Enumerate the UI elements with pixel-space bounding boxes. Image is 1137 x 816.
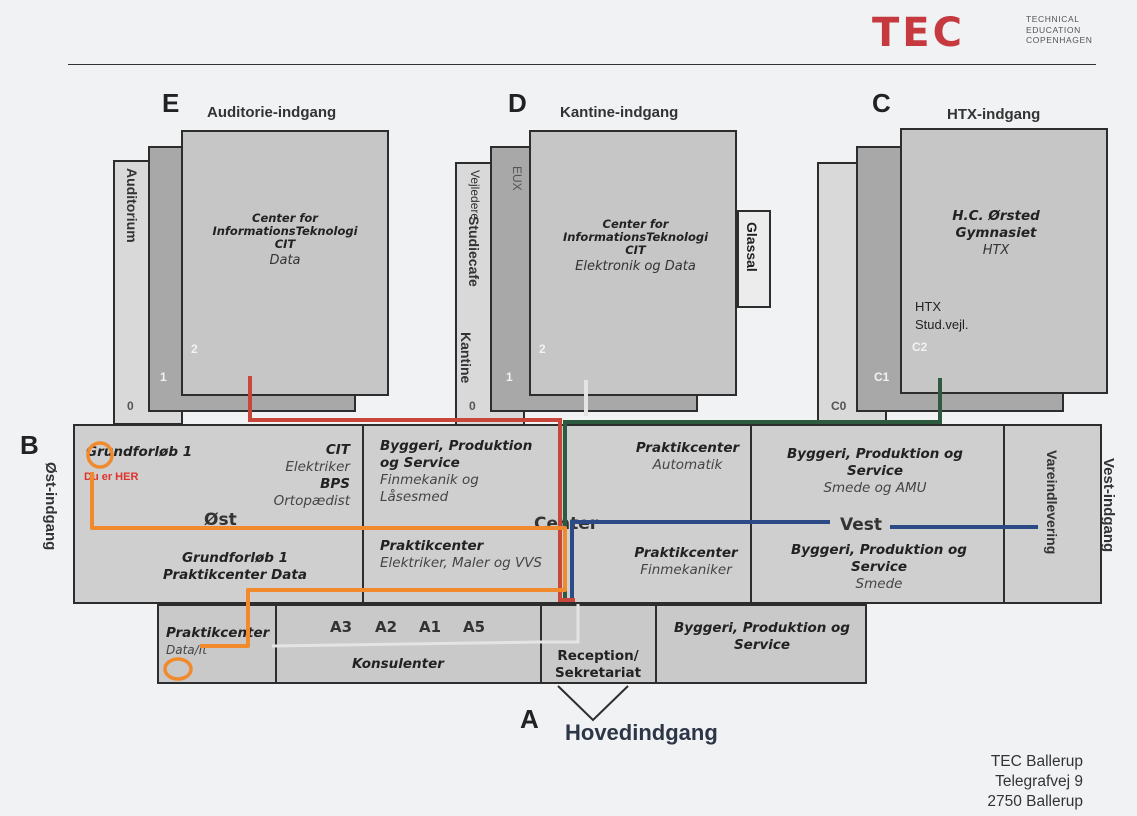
route-red [248, 376, 575, 602]
destination-marker [163, 657, 193, 681]
byggeri-east: Byggeri, Produktion og Service Smede og … [787, 446, 963, 496]
room-a5: A5 [463, 618, 486, 636]
grundforlob-data: Grundforløb 1 Praktikcenter Data [163, 550, 307, 583]
entrance-d-letter: D [508, 88, 527, 118]
entrance-b-label: Øst-indgang [42, 462, 59, 551]
entrance-e-label: Auditorie-indgang [207, 104, 337, 121]
tec-logo: TEC TECHNICAL EDUCATION COPENHAGEN [872, 8, 1102, 56]
building-e-floor-2: 2 Center for InformationsTeknologi CIT D… [181, 130, 389, 396]
header-divider [68, 64, 1096, 65]
room-a3: A3 [330, 618, 353, 636]
praktik-elektriker: Praktikcenter Elektriker, Maler og VVS [380, 538, 542, 571]
logo-mark: TEC [872, 10, 965, 56]
byggeri-bottom: Byggeri, Produktion og Service [674, 620, 850, 653]
route-orange [90, 472, 567, 648]
address-block: TEC Ballerup Telegrafvej 9 2750 Ballerup [987, 753, 1083, 810]
eux-label: EUX [510, 166, 524, 191]
vejledere-label: Vejledere [468, 170, 482, 221]
praktik-finmekaniker: Praktikcenter Finmekaniker [634, 545, 738, 578]
praktik-automatik: Praktikcenter Automatik [635, 440, 740, 473]
praktik-data-it: Praktikcenter Data/It [166, 625, 270, 657]
logo-text: TECHNICAL EDUCATION COPENHAGEN [1026, 14, 1093, 45]
route-blue [570, 520, 830, 598]
route-grey-reception [271, 604, 580, 648]
entrance-d-label: Kantine-indgang [560, 104, 679, 121]
building-e-title: Center for InformationsTeknologi CIT Dat… [212, 211, 358, 268]
cit-bps-info: CIT Elektriker BPS Ortopædist [273, 442, 350, 509]
byggeri-smede: Byggeri, Produktion og Service Smede [791, 542, 967, 592]
route-green [563, 378, 942, 598]
building-c-notes: HTX Stud.vejl. [915, 299, 969, 332]
you-are-here-label: Du er HER [84, 471, 139, 483]
you-are-here-marker [86, 441, 114, 469]
corridor-vest: Vest [840, 515, 883, 535]
corridor-ost: Øst [204, 510, 237, 530]
entrance-b-letter: B [20, 430, 39, 460]
auditorium-label: Auditorium [124, 168, 140, 243]
building-d-floor-2: 2 Center for InformationsTeknologi CIT E… [529, 130, 737, 396]
entrance-a-letter: A [520, 704, 539, 734]
byggeri-upper: Byggeri, Produktion og Service Finmekani… [380, 438, 533, 505]
building-c-title: H.C. Ørsted Gymnasiet HTX [952, 208, 1040, 258]
entrance-a-chevron [557, 685, 629, 722]
kantine-label: Kantine [458, 332, 474, 384]
room-a1: A1 [419, 618, 442, 636]
studiecafe-label: Studiecafe [466, 216, 482, 287]
konsulenter-label: Konsulenter [352, 656, 444, 672]
building-c-floor-2: C2 H.C. Ørsted Gymnasiet HTX HTX Stud.ve… [900, 128, 1108, 394]
building-d-title: Center for InformationsTeknologi CIT Ele… [562, 217, 709, 274]
reception-label: Reception/ Sekretariat [554, 648, 642, 681]
main-entrance-label: Hovedindgang [565, 720, 718, 745]
entrance-c-label: HTX-indgang [947, 106, 1041, 123]
room-a2: A2 [375, 618, 398, 636]
entrance-e-letter: E [162, 88, 180, 118]
glassal-annex: Glassal [737, 210, 771, 308]
vareindlevering-label: Vareindlevering [1044, 450, 1060, 555]
entrance-c-letter: C [872, 88, 891, 118]
entrance-west-label: Vest-indgang [1100, 458, 1117, 553]
